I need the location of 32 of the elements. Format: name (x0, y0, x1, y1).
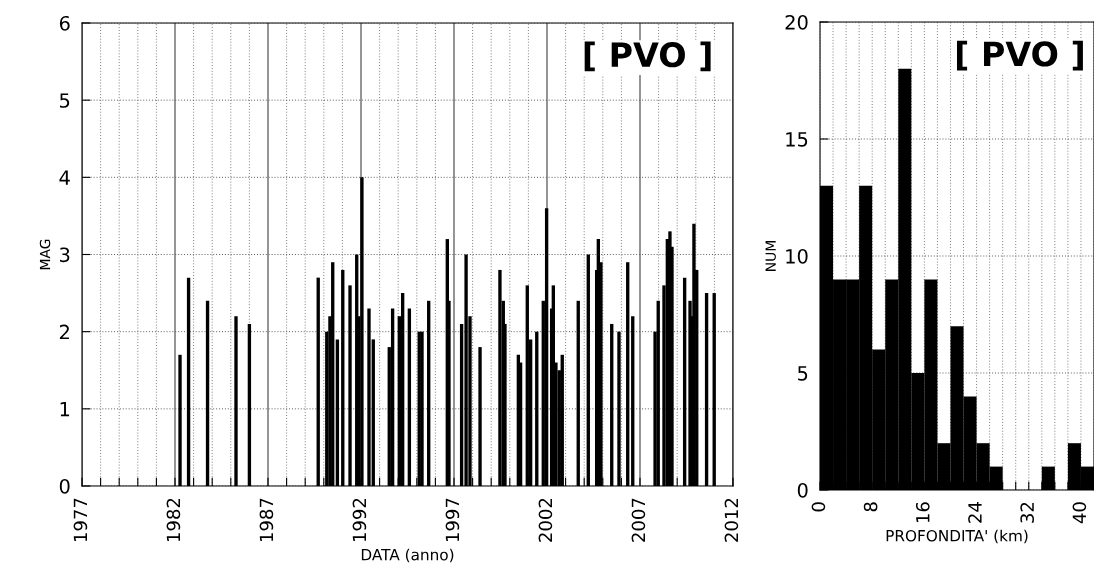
y-tick-label: 0 (797, 482, 808, 498)
x-tick-label: 1987 (259, 498, 274, 542)
x-tick-label: 2007 (631, 498, 646, 542)
x-axis-title: DATA (anno) (361, 548, 454, 563)
x-tick-label: 1982 (166, 498, 181, 542)
y-tick-label: 0 (59, 478, 70, 494)
y-axis-title: MAG (39, 239, 51, 270)
y-tick-label: 1 (60, 402, 70, 417)
y-tick-label: 6 (59, 15, 70, 31)
x-tick-label: 0 (811, 502, 826, 512)
x-axis-title: PROFONDITA' (km) (886, 529, 1028, 544)
x-tick-label: 24 (968, 502, 982, 523)
x-tick-label: 32 (1020, 502, 1034, 523)
x-tick-label: 1977 (73, 498, 88, 542)
x-tick-label: 1992 (352, 498, 367, 542)
x-tick-label: 40 (1072, 502, 1087, 524)
x-tick-label: 1997 (445, 498, 460, 542)
y-tick-label: 15 (786, 132, 808, 147)
x-tick-label: 2002 (538, 498, 553, 542)
y-tick-label: 5 (798, 366, 808, 381)
annotation: [ PVO ] (956, 40, 1083, 71)
y-axis-title: NUM (765, 241, 776, 271)
annotation: [ PVO ] (584, 41, 711, 72)
y-tick-label: 3 (60, 247, 70, 263)
y-tick-label: 20 (785, 14, 808, 30)
y-tick-label: 5 (60, 93, 70, 108)
y-tick-label: 4 (59, 170, 70, 185)
x-tick-label: 8 (863, 502, 878, 512)
x-tick-label: 16 (915, 502, 930, 523)
x-tick-label: 2012 (724, 498, 739, 542)
y-tick-label: 10 (786, 248, 808, 264)
y-tick-label: 2 (59, 324, 69, 340)
